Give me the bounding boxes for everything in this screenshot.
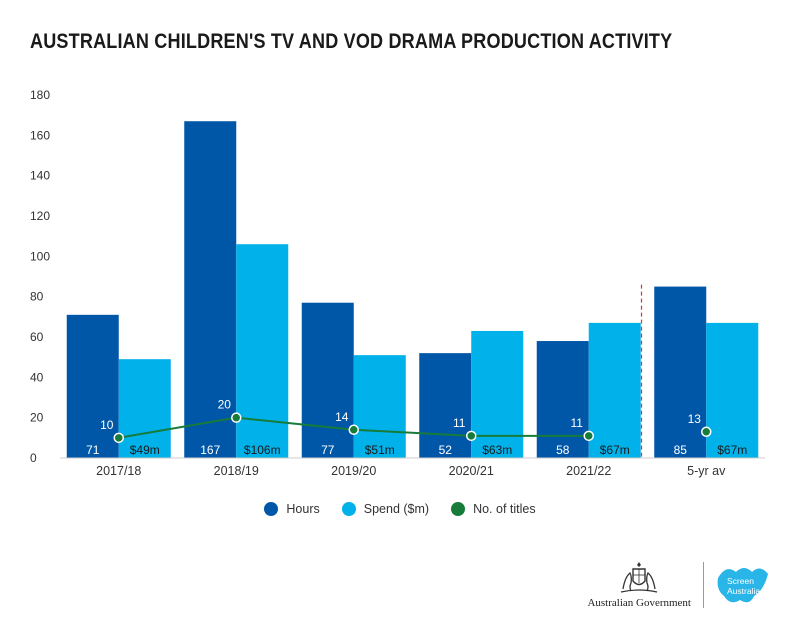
x-category-label: 5-yr av: [687, 464, 726, 478]
titles-value-label: 14: [335, 410, 349, 424]
bar-value-label: $106m: [244, 443, 281, 457]
titles-point: [113, 432, 124, 444]
x-category-label: 2020/21: [449, 464, 494, 478]
screen-australia-text-line1: Screen: [727, 576, 754, 586]
bar-spend: [236, 244, 289, 458]
y-tick-label: 100: [30, 249, 50, 263]
y-tick-label: 140: [30, 169, 50, 183]
logos: Australian Government Screen Australia: [587, 561, 772, 609]
coat-of-arms-icon: [621, 562, 658, 593]
bar-value-label: 71: [86, 443, 100, 457]
x-category-label: 2019/20: [331, 464, 376, 478]
bar-value-label: 77: [321, 443, 335, 457]
hours-swatch: [264, 502, 279, 516]
bar-value-labels: 71 167 77 52 58 85 $49m $106m $51m $63m $67m $67m: [86, 443, 747, 457]
spend-swatch: [341, 502, 356, 516]
y-tick-label: 60: [30, 330, 44, 344]
chart-title: AUSTRALIAN CHILDREN'S TV AND VOD DRAMA P…: [30, 30, 673, 53]
australian-government-logo: Australian Government: [587, 561, 691, 609]
bar-spend: [118, 359, 171, 458]
titles-value-label: 11: [571, 416, 584, 430]
bar-hours: [301, 302, 354, 458]
y-tick-label: 80: [30, 290, 44, 304]
bar-value-label: $67m: [600, 443, 630, 457]
bar-hours: [184, 121, 237, 458]
y-tick-label: 180: [30, 88, 50, 102]
bar-spend: [353, 355, 406, 458]
legend-label-hours: Hours: [286, 502, 320, 516]
legend: Hours Spend ($m) No. of titles: [0, 502, 800, 516]
screen-australia-text-line2: Australia: [727, 586, 760, 596]
legend-label-spend: Spend ($m): [363, 502, 430, 516]
bar-hours: [66, 314, 119, 458]
bar-spend: [588, 322, 641, 458]
y-tick-label: 0: [30, 451, 37, 465]
bar-value-label: 85: [674, 443, 688, 457]
y-tick-label: 120: [30, 209, 50, 223]
x-category-label: 2018/19: [214, 464, 259, 478]
bar-value-label: $49m: [130, 443, 160, 457]
x-category-label: 2021/22: [566, 464, 611, 478]
screen-australia-logo: Screen Australia: [717, 568, 768, 603]
x-category-label: 2017/18: [96, 464, 141, 478]
bar-value-label: $67m: [717, 443, 747, 457]
bar-hours: [419, 353, 472, 458]
bar-spend: [471, 330, 524, 458]
titles-value-label: 13: [688, 412, 702, 426]
titles-point: [466, 430, 477, 442]
legend-item-hours: Hours: [264, 502, 320, 516]
titles-value-label: 10: [100, 418, 114, 432]
titles-value-label: 20: [218, 398, 232, 412]
y-tick-label: 20: [30, 411, 44, 425]
titles-point: [701, 426, 712, 438]
bar-value-label: 58: [556, 443, 570, 457]
legend-item-spend: Spend ($m): [341, 502, 430, 516]
legend-label-titles: No. of titles: [473, 502, 536, 516]
bar-hours: [536, 341, 589, 458]
bar-value-label: 167: [200, 443, 220, 457]
bar-value-label: 52: [439, 443, 453, 457]
titles-swatch: [451, 502, 466, 516]
titles-value-label: 11: [453, 416, 466, 430]
bar-spend: [706, 322, 759, 458]
legend-item-titles: No. of titles: [451, 502, 536, 516]
y-tick-label: 160: [30, 128, 50, 142]
bar-marks: [66, 121, 759, 458]
titles-point: [231, 412, 242, 423]
y-axis-ticks: 0 20 40 60 80 100 120 140 160 180: [30, 88, 50, 465]
x-axis-categories: 2017/18 2018/19 2019/20 2020/21 2021/22 5-yr …: [96, 464, 726, 478]
bar-value-label: $51m: [365, 443, 395, 457]
y-tick-label: 40: [30, 370, 44, 384]
bar-value-label: $63m: [482, 443, 512, 457]
bar-hours: [654, 286, 707, 458]
government-name: Australian Government: [587, 597, 691, 609]
logo-divider: [703, 562, 704, 608]
titles-points: 10 20 14 11 11 13: [100, 398, 712, 444]
titles-point: [583, 430, 594, 442]
titles-point: [348, 424, 359, 436]
